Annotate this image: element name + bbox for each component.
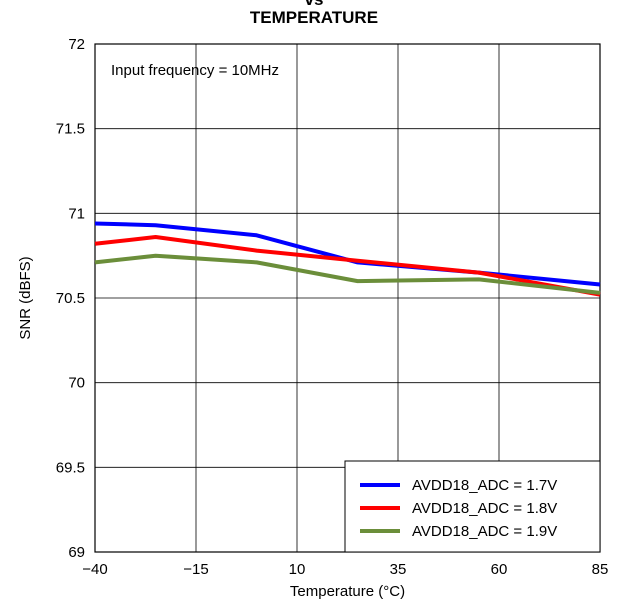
legend: AVDD18_ADC = 1.7V AVDD18_ADC = 1.8V AVDD18… <box>344 460 601 553</box>
chart-title-line-2: TEMPERATURE <box>249 8 379 27</box>
legend-label: AVDD18_ADC = 1.8V <box>412 500 557 517</box>
series-layer <box>94 221 601 297</box>
x-axis-ticks: −40 −15 10 35 60 85 <box>82 561 608 578</box>
y-tick-label: 71.5 <box>56 121 85 138</box>
x-tick-label: −40 <box>82 561 107 578</box>
y-axis-label: SNR (dBFS) <box>17 256 34 339</box>
y-tick-label: 69.5 <box>56 459 85 476</box>
y-tick-label: 71 <box>68 205 85 222</box>
y-tick-label: 69 <box>68 544 85 561</box>
grid <box>95 44 600 552</box>
legend-label: AVDD18_ADC = 1.7V <box>412 477 557 494</box>
y-axis-ticks: 69 69.5 70 70.5 71 71.5 72 <box>56 36 85 561</box>
y-tick-label: 70.5 <box>56 290 85 307</box>
x-tick-label: 35 <box>390 561 407 578</box>
series-line <box>94 221 601 287</box>
y-tick-label: 72 <box>68 36 85 53</box>
chart-title-line-1: vs <box>0 0 628 10</box>
x-tick-label: 85 <box>592 561 609 578</box>
legend-label: AVDD18_ADC = 1.9V <box>412 523 557 540</box>
x-tick-label: −15 <box>183 561 208 578</box>
series-line <box>94 235 601 297</box>
y-tick-label: 70 <box>68 375 85 392</box>
x-axis-label: Temperature (°C) <box>290 583 405 600</box>
x-tick-label: 60 <box>491 561 508 578</box>
input-frequency-annotation: Input frequency = 10MHz <box>111 62 279 79</box>
x-tick-label: 10 <box>289 561 306 578</box>
series-line <box>94 253 601 295</box>
